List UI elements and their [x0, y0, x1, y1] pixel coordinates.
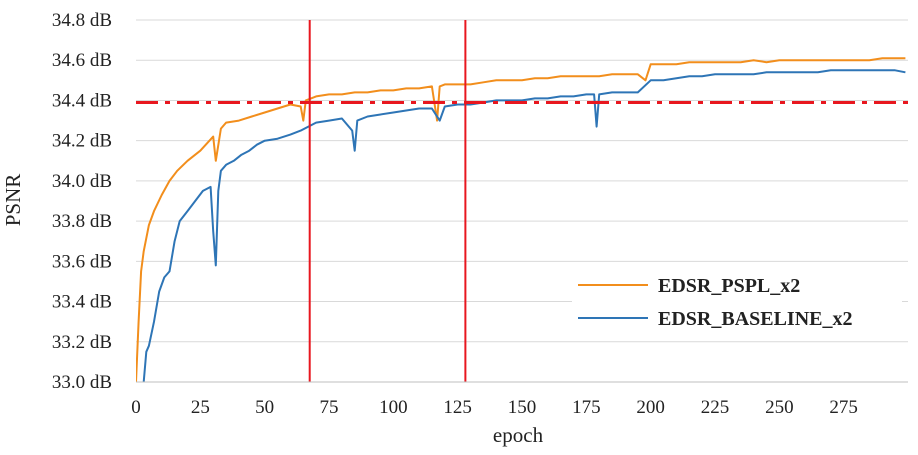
x-tick-label: 75	[320, 397, 339, 418]
y-tick-label: 33.2 dB	[52, 332, 112, 353]
y-tick-label: 33.0 dB	[52, 372, 112, 393]
series-line-baseline	[142, 69, 906, 382]
y-tick-labels: 33.0 dB 33.2 dB 33.4 dB 33.6 dB 33.8 dB 34.0 …	[52, 10, 112, 393]
x-axis-title: epoch	[493, 423, 544, 447]
y-axis-title: PSNR	[1, 174, 25, 227]
reference-lines	[136, 20, 908, 382]
x-tick-labels: 0 25 50 75 100 125 150 175 200 225 250 275	[131, 397, 858, 418]
legend-label: EDSR_PSPL_x2	[658, 275, 800, 297]
y-tick-label: 33.8 dB	[52, 211, 112, 232]
x-tick-label: 225	[701, 397, 730, 418]
series-lines	[136, 57, 906, 382]
x-tick-label: 50	[255, 397, 274, 418]
y-tick-label: 34.0 dB	[52, 171, 112, 192]
legend: EDSR_PSPL_x2 EDSR_BASELINE_x2	[572, 268, 902, 336]
x-tick-label: 25	[191, 397, 210, 418]
y-tick-label: 33.6 dB	[52, 251, 112, 272]
legend-box	[572, 268, 902, 336]
y-tick-label: 34.8 dB	[52, 10, 112, 31]
y-tick-label: 34.4 dB	[52, 90, 112, 111]
x-tick-label: 250	[765, 397, 794, 418]
x-tick-label: 150	[508, 397, 537, 418]
legend-label: EDSR_BASELINE_x2	[658, 308, 853, 330]
x-tick-label: 100	[379, 397, 408, 418]
x-tick-label: 200	[636, 397, 665, 418]
x-tick-label: 125	[443, 397, 472, 418]
x-tick-label: 175	[572, 397, 601, 418]
series-line-pspl	[136, 57, 906, 382]
x-tick-label: 0	[131, 397, 141, 418]
x-tick-label: 275	[829, 397, 858, 418]
y-tick-label: 33.4 dB	[52, 292, 112, 313]
y-tick-label: 34.2 dB	[52, 131, 112, 152]
y-tick-label: 34.6 dB	[52, 50, 112, 71]
